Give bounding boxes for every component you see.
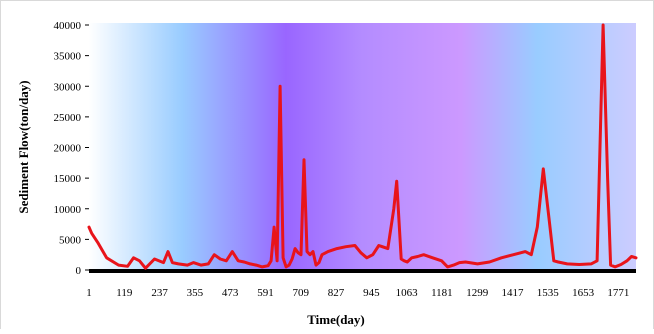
sediment-flow-series-line (87, 23, 638, 270)
y-tick-label: 0 (76, 265, 82, 277)
y-tick-label: 30000 (54, 81, 82, 93)
x-tick-label: 709 (292, 287, 309, 299)
y-tick-label: 25000 (54, 112, 82, 124)
x-tick-label: 1417 (501, 287, 524, 299)
frame-left-edge (0, 0, 1, 329)
x-tick-label: 1299 (466, 287, 489, 299)
y-tick-label: 10000 (54, 204, 82, 216)
x-tick-label: 827 (328, 287, 345, 299)
x-tick-label: 1653 (572, 287, 595, 299)
plot-area-background (89, 23, 636, 271)
y-tick-label: 35000 (54, 51, 82, 63)
x-axis-title: Time(day) (307, 312, 365, 327)
x-tick-label: 1063 (396, 287, 419, 299)
x-tick-label: 237 (151, 287, 168, 299)
y-tick-label: 20000 (54, 143, 82, 155)
y-tick-label: 15000 (54, 173, 82, 185)
x-tick-label: 355 (187, 287, 204, 299)
y-axis-title: Sediment Flow(ton/day) (16, 80, 31, 213)
y-tick-label: 5000 (59, 234, 82, 246)
x-tick-label: 1 (86, 287, 92, 299)
frame-top-edge (0, 0, 654, 1)
y-axis-ticks: 0 5000 10000 15000 20000 25000 30000 35000 40000 (54, 20, 89, 277)
x-tick-label: 1771 (607, 287, 629, 299)
y-tick-label: 40000 (54, 20, 82, 32)
x-tick-label: 119 (116, 287, 133, 299)
x-tick-label: 1535 (537, 287, 560, 299)
x-axis-ticks: 1 119 237 355 473 591 709 827 945 1063 1181 1299 141… (86, 287, 629, 299)
x-tick-label: 473 (222, 287, 239, 299)
x-tick-label: 1181 (431, 287, 453, 299)
x-tick-label: 945 (363, 287, 380, 299)
x-tick-label: 591 (257, 287, 274, 299)
